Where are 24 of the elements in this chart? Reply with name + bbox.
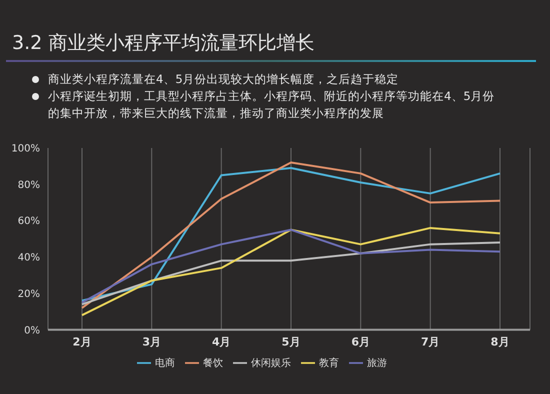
legend-label: 电商 — [155, 358, 175, 369]
text: 小程序诞生初期，工具型小程序占主体。小程序码、附近的小程序等功能在4、5月份的集中开放，带来巨大的线下流量，推动了商业类小程序的发展 — [47, 88, 496, 122]
y-tick-label: 0% — [24, 325, 40, 336]
legend-label: 休闲娱乐 — [251, 358, 291, 369]
x-tick-label: 5月 — [282, 336, 300, 349]
y-tick-label: 20% — [18, 288, 40, 300]
x-tick-label: 8月 — [490, 336, 510, 349]
y-tick-label: 80% — [18, 180, 40, 191]
x-tick-label: 2月 — [72, 336, 92, 349]
line-series — [81, 228, 501, 304]
line-series — [81, 242, 501, 306]
x-tick-label: 6月 — [351, 336, 370, 349]
x-tick-label: 4月 — [212, 336, 231, 349]
chart-title: 3.2 商业类小程序平均流量环比增长 — [12, 31, 314, 56]
line-series — [81, 226, 501, 316]
legend-label: 旅游 — [367, 358, 387, 369]
x-tick-label: 3月 — [142, 336, 161, 349]
legend-label: 餐饮 — [203, 358, 223, 369]
text: 商业类小程序流量在4、5月份出现较大的增长幅度，之后趋于稳定 — [47, 71, 400, 88]
y-tick-label: 60% — [18, 216, 40, 228]
x-tick-label: 7月 — [421, 336, 440, 349]
y-tick-label: 40% — [18, 252, 40, 264]
y-tick-label: 100% — [11, 144, 40, 155]
legend-label: 教育 — [319, 358, 339, 369]
